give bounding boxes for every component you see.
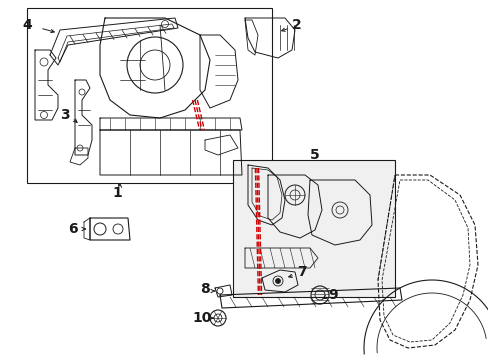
Text: 2: 2	[291, 18, 301, 32]
Text: 1: 1	[112, 186, 122, 200]
Text: 7: 7	[296, 265, 306, 279]
Bar	[27, 8, 271, 183]
Text: 8: 8	[200, 282, 209, 296]
Text: 10: 10	[192, 311, 211, 325]
Text: 5: 5	[309, 148, 319, 162]
Circle shape	[275, 279, 280, 284]
Bar	[232, 160, 394, 297]
Text: 6: 6	[68, 222, 78, 236]
Text: 9: 9	[327, 288, 337, 302]
Text: 4: 4	[22, 18, 32, 32]
Text: 3: 3	[60, 108, 69, 122]
